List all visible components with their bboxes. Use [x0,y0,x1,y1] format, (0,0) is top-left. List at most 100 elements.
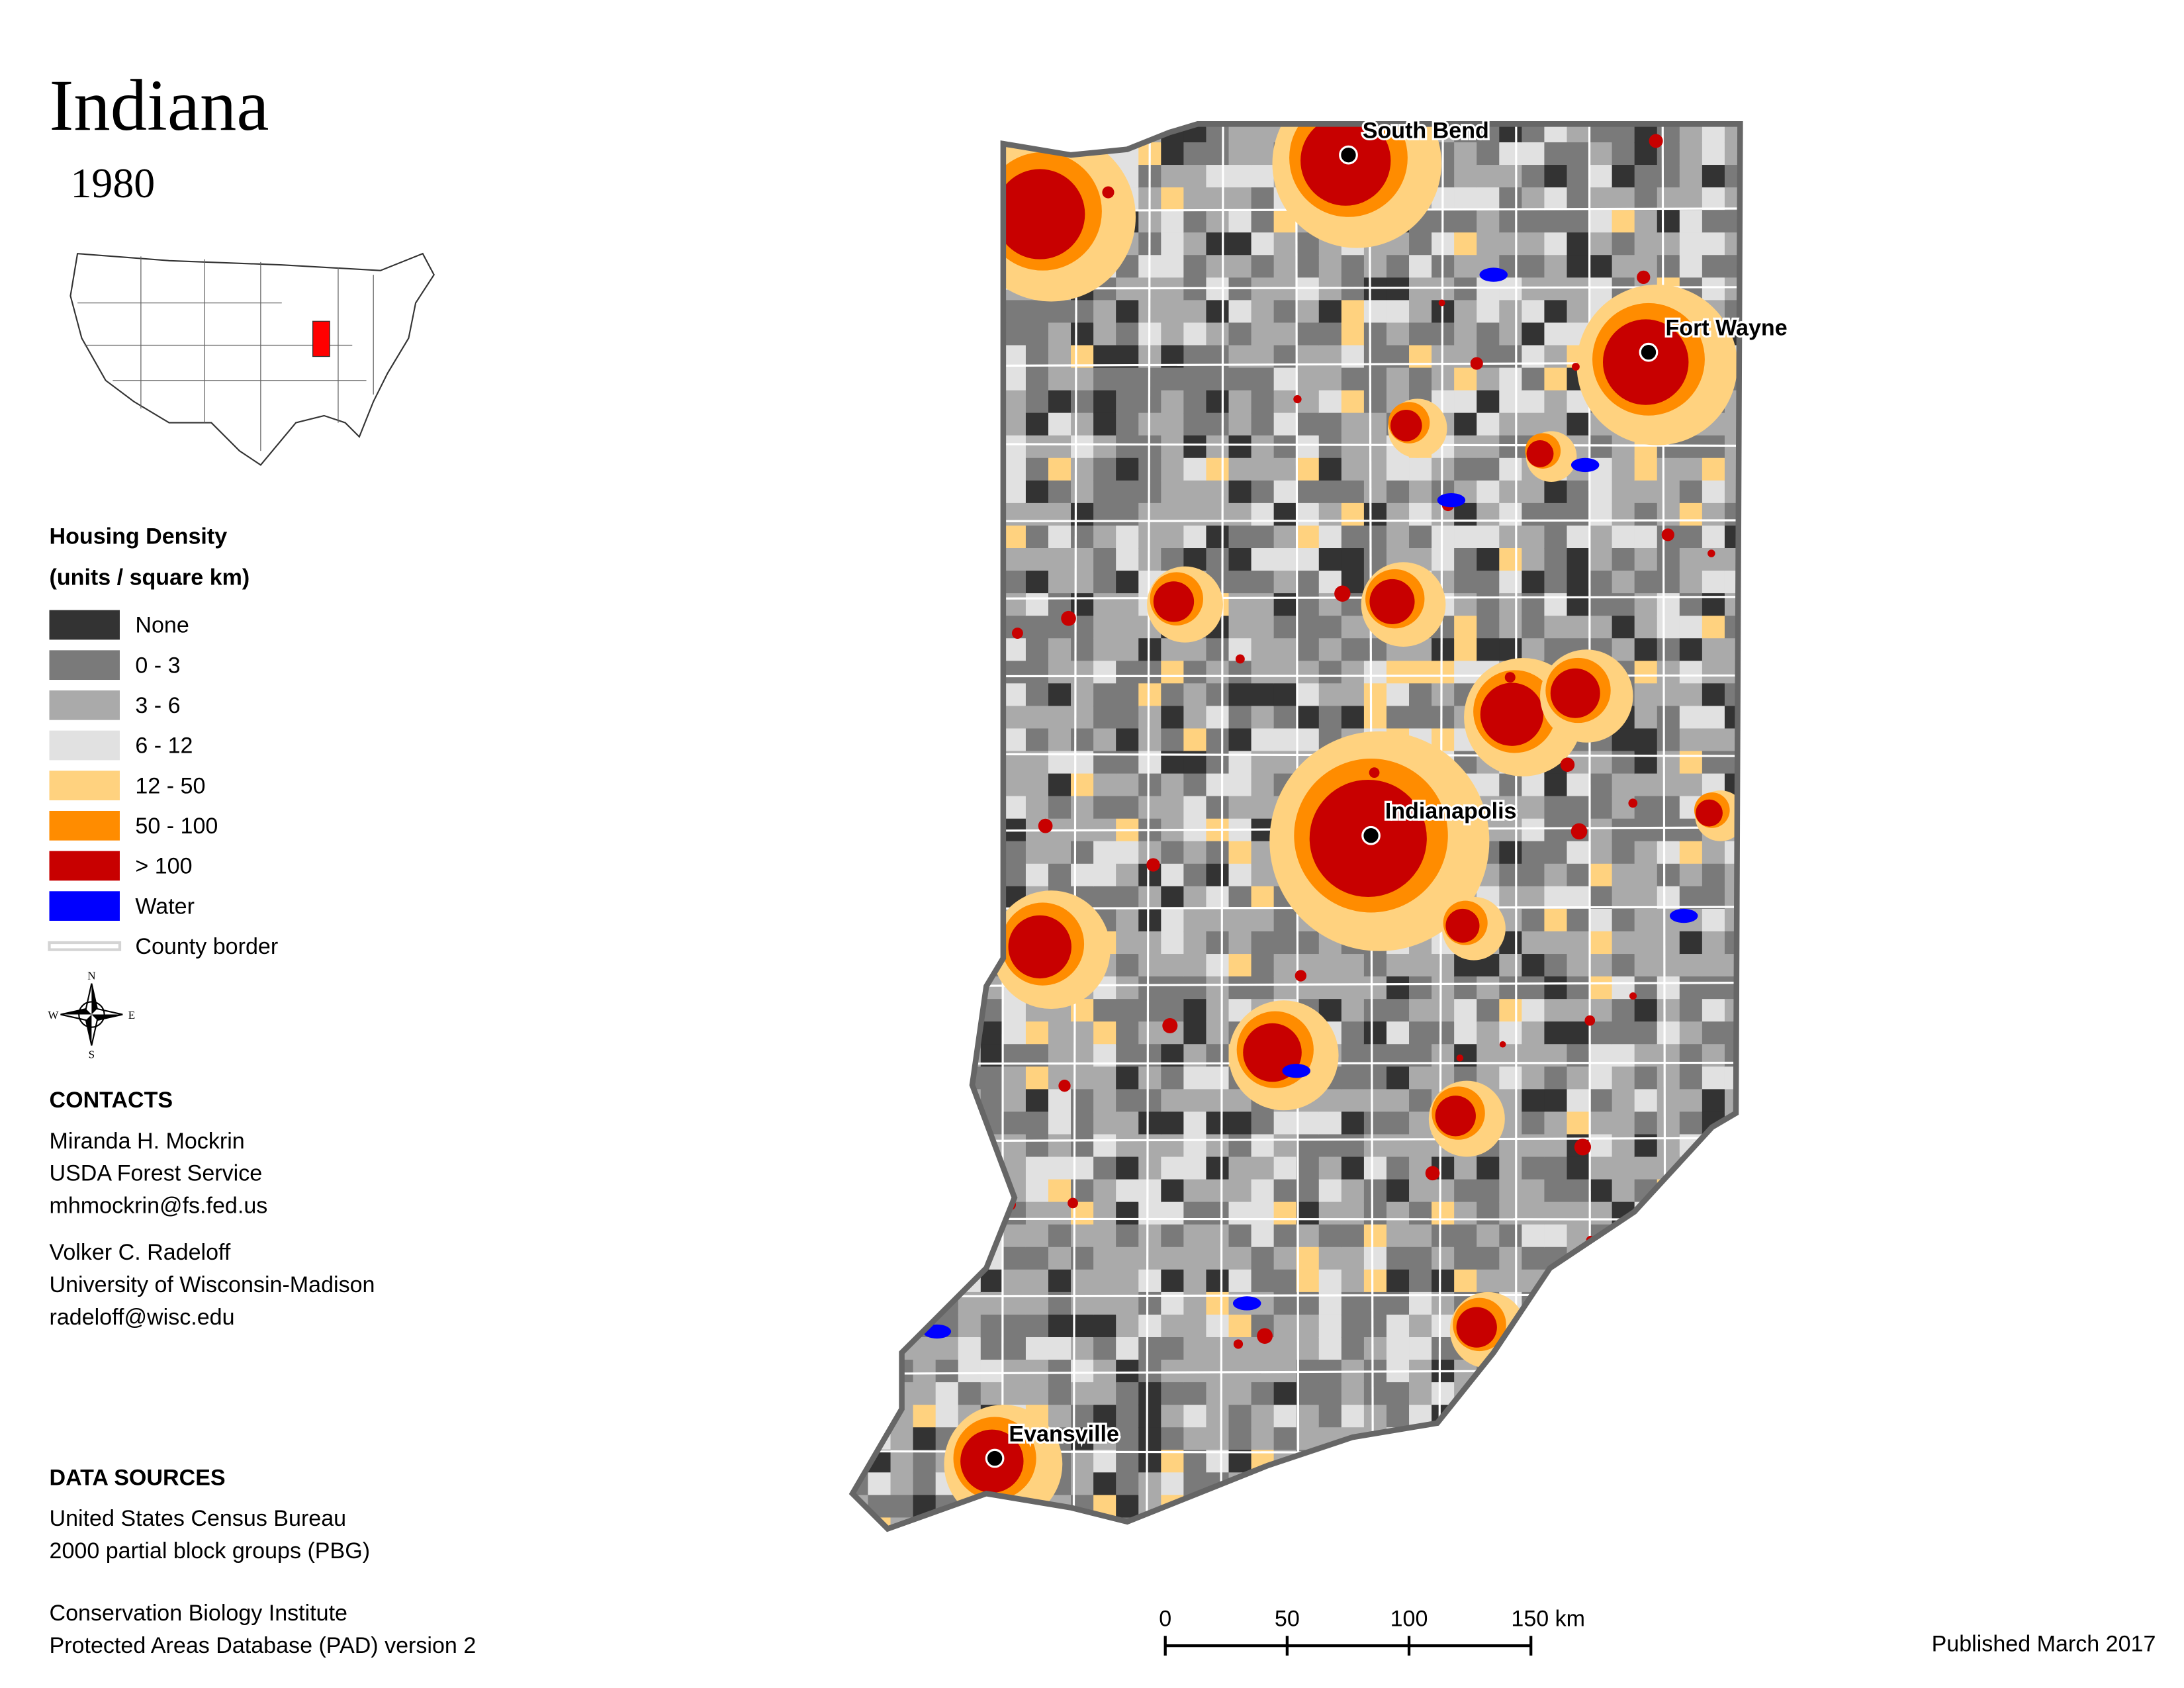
density-cell [1093,593,1117,617]
density-cell [1161,187,1185,211]
compass-w: W [48,1009,59,1021]
density-cell [1386,1472,1410,1496]
density-cell [1138,1427,1162,1451]
density-cell [1477,1427,1500,1451]
density-over-100 [1162,1017,1178,1034]
density-cell [1634,1336,1658,1361]
density-cell [1477,638,1500,662]
density-cell [1003,683,1026,707]
density-cell [1454,390,1478,414]
density-cell [1206,232,1230,256]
density-cell [1273,1382,1297,1406]
density-cell [1228,1314,1252,1338]
density-cell [890,187,914,211]
density-cell [913,502,936,527]
density-cell [1116,1450,1140,1474]
density-cell [913,345,936,369]
density-cell [1544,1360,1568,1383]
density-cell [1048,706,1072,729]
density-cell [1071,457,1095,481]
density-cell [1296,255,1320,279]
density-cell [1161,1405,1185,1429]
sources-heading: DATA SOURCES [50,1465,226,1490]
density-cell [1477,367,1500,391]
density-cell [1161,1134,1185,1158]
density-cell [868,954,891,978]
density-cell [1544,502,1568,527]
density-cell [1206,255,1230,279]
density-cell [1589,1314,1613,1338]
density-cell [1183,1111,1207,1135]
density-cell [958,661,981,684]
density-cell [1522,412,1545,436]
density-cell [1138,1201,1162,1225]
density-cell [935,1517,959,1529]
density-cell [890,300,914,324]
density-cell [958,345,981,369]
density-cell [1093,1066,1117,1090]
density-cell [1589,886,1613,910]
density-cell [1025,593,1050,617]
density-cell [890,999,914,1023]
density-cell [1183,1224,1207,1248]
density-cell [868,300,891,324]
density-over-100 [1257,1328,1273,1344]
density-cell [935,886,959,910]
density-cell [1657,886,1680,910]
density-cell [1138,954,1162,978]
density-cell [1679,706,1703,729]
density-cell [890,571,914,594]
density-cell [1679,1472,1703,1496]
density-cell [1363,1517,1388,1529]
density-cell [1206,863,1230,887]
density-cell [1612,1089,1635,1113]
density-cell [1454,412,1478,436]
density-cell [1025,661,1050,684]
density-cell [852,322,869,346]
density-cell [1522,502,1545,527]
density-cell [1499,571,1523,594]
density-cell [1183,908,1207,933]
density-cell [1612,1495,1635,1519]
density-cell [1612,773,1635,797]
density-cell [1161,1201,1185,1225]
density-cell [913,1291,936,1315]
density-cell [1432,1021,1455,1045]
density-cell [1567,571,1590,594]
density-cell [1273,908,1297,933]
density-cell [958,502,981,527]
density-cell [1612,571,1635,594]
density-cell [1522,1021,1545,1045]
density-cell [1363,1179,1388,1203]
density-cell [852,863,869,887]
density-cell [868,1382,891,1406]
density-cell [1003,706,1026,729]
density-cell [1003,796,1026,820]
density-cell [1341,976,1365,1000]
density-cell [1183,232,1207,256]
density-cell [1567,124,1590,144]
density-cell [1432,1179,1455,1203]
density-cell [1138,1450,1162,1474]
density-cell [913,706,936,729]
density-cell [1093,999,1117,1023]
density-cell [868,1314,891,1338]
density-cell [868,322,891,346]
density-cell [1702,1382,1725,1406]
density-cell [935,1134,959,1158]
density-cell [1116,1405,1140,1429]
density-cell [1318,1269,1342,1293]
density-cell [1093,571,1117,594]
density-cell [1634,908,1658,933]
density-cell [1116,841,1140,865]
density-cell [1679,232,1703,256]
density-cell [868,1269,891,1293]
density-cell [1702,1495,1725,1519]
density-cell [1273,571,1297,594]
density-cell [1589,525,1613,549]
density-cell [890,796,914,820]
density-cell [1161,706,1185,729]
density-cell [1273,1495,1297,1519]
density-cell [868,818,891,842]
density-cell [1499,818,1523,842]
